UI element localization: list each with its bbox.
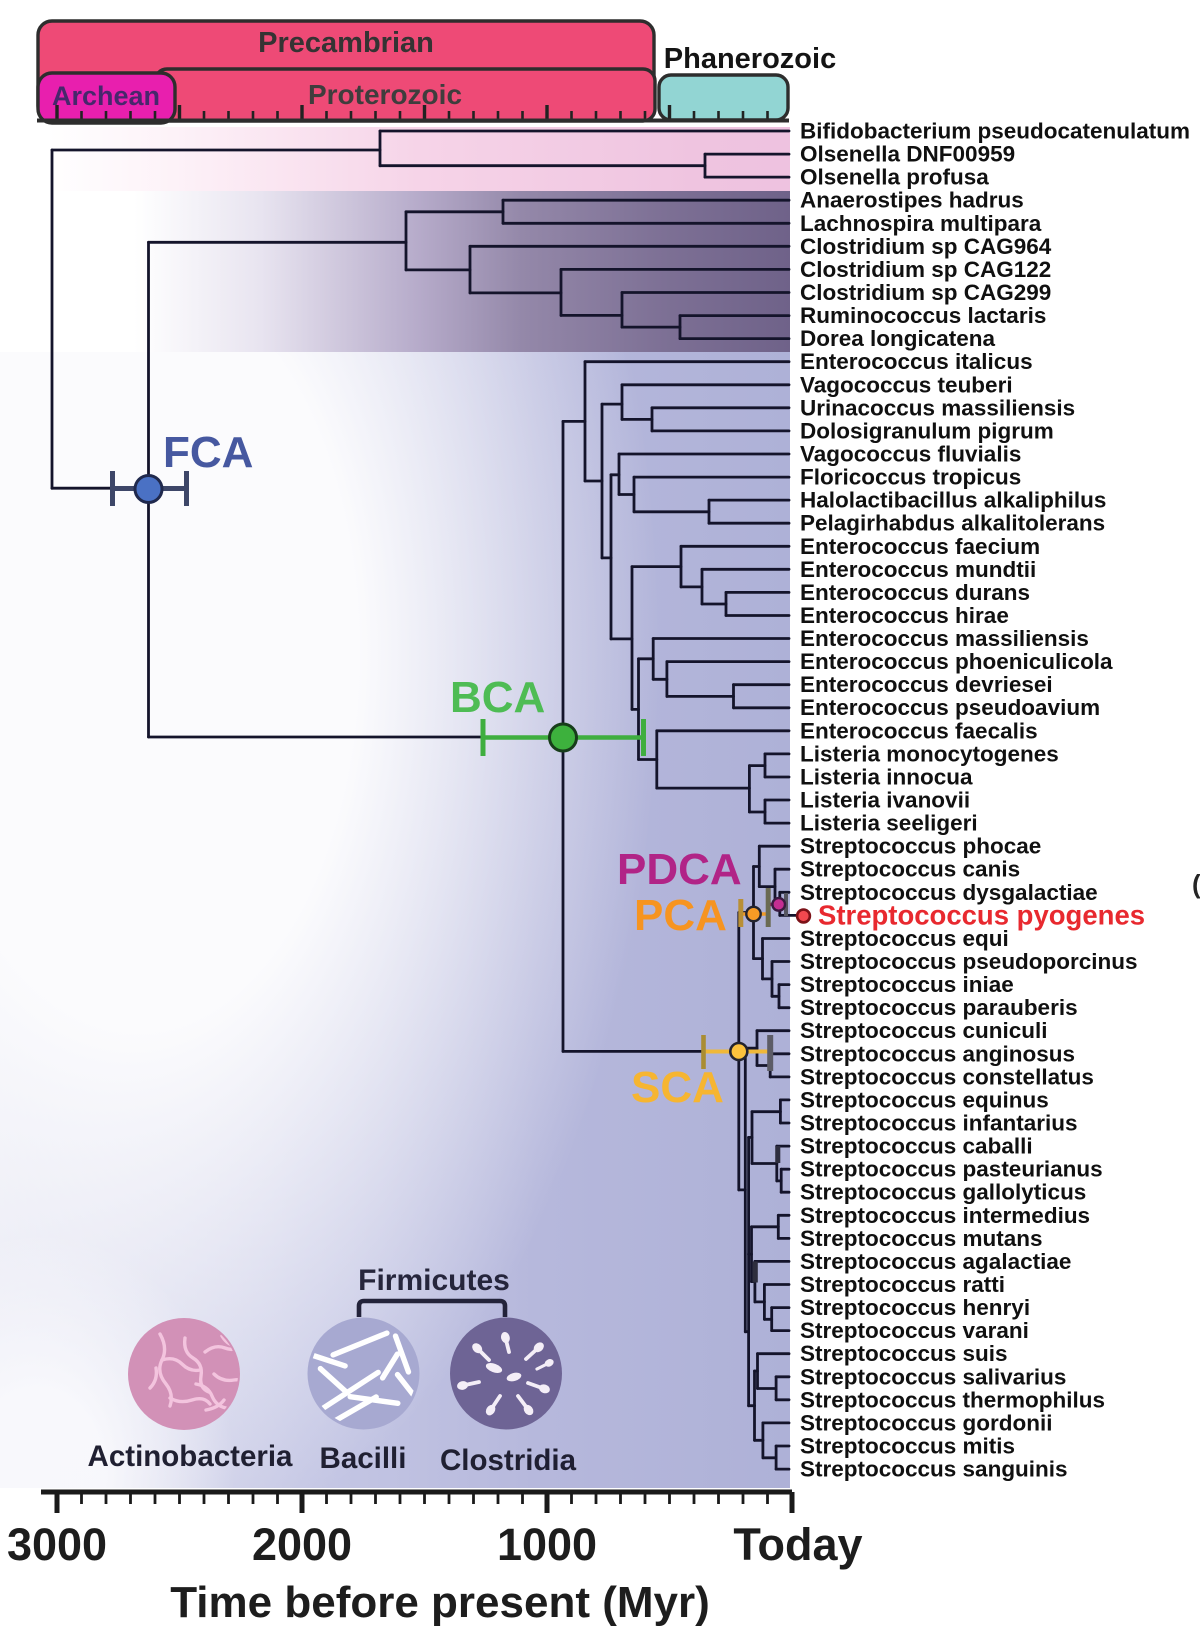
svg-text:Enterococcus mundtii: Enterococcus mundtii: [800, 557, 1036, 582]
svg-text:Olsenella profusa: Olsenella profusa: [800, 165, 989, 190]
svg-text:Lachnospira multipara: Lachnospira multipara: [800, 211, 1042, 236]
svg-text:Enterococcus massiliensis: Enterococcus massiliensis: [800, 626, 1089, 651]
svg-text:Bacilli: Bacilli: [320, 1442, 407, 1475]
svg-text:Precambrian: Precambrian: [258, 27, 434, 59]
svg-text:FCA: FCA: [163, 428, 253, 477]
svg-text:Time before present (Myr): Time before present (Myr): [170, 1578, 710, 1627]
svg-text:Streptococcus gordonii: Streptococcus gordonii: [800, 1410, 1053, 1435]
svg-text:Actinobacteria: Actinobacteria: [88, 1440, 294, 1473]
svg-text:Enterococcus faecalis: Enterococcus faecalis: [800, 718, 1038, 743]
svg-text:Streptococcus iniae: Streptococcus iniae: [800, 972, 1014, 997]
svg-text:Bifidobacterium pseudocatenula: Bifidobacterium pseudocatenulatum: [800, 119, 1190, 144]
svg-text:Streptococcus caballi: Streptococcus caballi: [800, 1134, 1033, 1159]
svg-text:Streptococcus constellatus: Streptococcus constellatus: [800, 1064, 1094, 1089]
svg-text:Dorea longicatena: Dorea longicatena: [800, 326, 996, 351]
svg-text:Urinacoccus massiliensis: Urinacoccus massiliensis: [800, 395, 1075, 420]
svg-text:Streptococcus henryi: Streptococcus henryi: [800, 1295, 1030, 1320]
svg-text:Streptococcus varani: Streptococcus varani: [800, 1318, 1029, 1343]
svg-text:Streptococcus cuniculi: Streptococcus cuniculi: [800, 1018, 1048, 1043]
svg-text:Vagococcus teuberi: Vagococcus teuberi: [800, 372, 1013, 397]
svg-text:Streptococcus salivarius: Streptococcus salivarius: [800, 1364, 1066, 1389]
svg-text:Archean: Archean: [52, 81, 160, 111]
svg-text:Pelagirhabdus alkalitolerans: Pelagirhabdus alkalitolerans: [800, 511, 1105, 536]
svg-text:Olsenella DNF00959: Olsenella DNF00959: [800, 142, 1015, 167]
svg-text:Enterococcus italicus: Enterococcus italicus: [800, 349, 1033, 374]
svg-text:Proterozoic: Proterozoic: [308, 79, 462, 110]
svg-text:Ruminococcus lactaris: Ruminococcus lactaris: [800, 303, 1046, 328]
svg-text:Streptococcus pseudoporcinus: Streptococcus pseudoporcinus: [800, 949, 1138, 974]
svg-text:Clostridia: Clostridia: [440, 1444, 577, 1477]
svg-text:Listeria ivanovii: Listeria ivanovii: [800, 788, 970, 813]
svg-text:Streptococcus equinus: Streptococcus equinus: [800, 1087, 1049, 1112]
svg-text:Listeria monocytogenes: Listeria monocytogenes: [800, 741, 1059, 766]
svg-text:Streptococcus parauberis: Streptococcus parauberis: [800, 995, 1078, 1020]
svg-text:Streptococcus mutans: Streptococcus mutans: [800, 1226, 1043, 1251]
svg-text:Enterococcus phoeniculicola: Enterococcus phoeniculicola: [800, 649, 1113, 674]
svg-text:BCA: BCA: [450, 673, 545, 722]
svg-text:Today: Today: [733, 1519, 862, 1570]
svg-text:Streptococcus agalactiae: Streptococcus agalactiae: [800, 1249, 1071, 1274]
svg-text:Clostridium sp CAG299: Clostridium sp CAG299: [800, 280, 1051, 305]
svg-text:Streptococcus thermophilus: Streptococcus thermophilus: [800, 1387, 1105, 1412]
svg-text:Phanerozoic: Phanerozoic: [664, 43, 836, 75]
svg-text:SCA: SCA: [631, 1063, 724, 1112]
svg-text:Streptococcus ratti: Streptococcus ratti: [800, 1272, 1005, 1297]
svg-text:Streptococcus phocae: Streptococcus phocae: [800, 834, 1041, 859]
svg-text:Enterococcus pseudoavium: Enterococcus pseudoavium: [800, 695, 1100, 720]
svg-text:Streptococcus intermedius: Streptococcus intermedius: [800, 1203, 1090, 1228]
svg-text:1000: 1000: [497, 1519, 597, 1570]
svg-text:Streptococcus suis: Streptococcus suis: [800, 1341, 1008, 1366]
svg-text:Streptococcus canis: Streptococcus canis: [800, 857, 1020, 882]
svg-text:Enterococcus durans: Enterococcus durans: [800, 580, 1030, 605]
svg-text:Enterococcus hirae: Enterococcus hirae: [800, 603, 1009, 628]
svg-text:Streptococcus gallolyticus: Streptococcus gallolyticus: [800, 1180, 1086, 1205]
svg-text:(: (: [1192, 869, 1200, 899]
svg-text:Dolosigranulum pigrum: Dolosigranulum pigrum: [800, 418, 1054, 443]
svg-text:Enterococcus faecium: Enterococcus faecium: [800, 534, 1040, 559]
svg-text:Firmicutes: Firmicutes: [358, 1264, 510, 1297]
svg-text:Listeria seeligeri: Listeria seeligeri: [800, 811, 978, 836]
svg-text:PDCA: PDCA: [617, 845, 742, 894]
svg-text:2000: 2000: [252, 1519, 352, 1570]
svg-text:Listeria innocua: Listeria innocua: [800, 765, 973, 790]
svg-text:Streptococcus equi: Streptococcus equi: [800, 926, 1009, 951]
svg-text:Clostridium sp CAG964: Clostridium sp CAG964: [800, 234, 1052, 259]
svg-text:Clostridium sp CAG122: Clostridium sp CAG122: [800, 257, 1051, 282]
svg-text:Floricoccus tropicus: Floricoccus tropicus: [800, 465, 1021, 490]
svg-text:Streptococcus pasteurianus: Streptococcus pasteurianus: [800, 1157, 1103, 1182]
svg-text:3000: 3000: [7, 1519, 107, 1570]
svg-text:Streptococcus mitis: Streptococcus mitis: [800, 1434, 1015, 1459]
svg-text:Streptococcus sanguinis: Streptococcus sanguinis: [800, 1457, 1068, 1482]
svg-text:Vagococcus fluvialis: Vagococcus fluvialis: [800, 442, 1021, 467]
svg-text:Enterococcus devriesei: Enterococcus devriesei: [800, 672, 1053, 697]
svg-text:Streptococcus infantarius: Streptococcus infantarius: [800, 1111, 1078, 1136]
svg-text:Halolactibacillus alkaliphilus: Halolactibacillus alkaliphilus: [800, 488, 1106, 513]
svg-text:Streptococcus dysgalactiae: Streptococcus dysgalactiae: [800, 880, 1098, 905]
svg-text:Streptococcus pyogenes: Streptococcus pyogenes: [818, 899, 1145, 930]
svg-text:Streptococcus anginosus: Streptococcus anginosus: [800, 1041, 1075, 1066]
svg-text:Anaerostipes hadrus: Anaerostipes hadrus: [800, 188, 1024, 213]
svg-text:PCA: PCA: [634, 891, 727, 940]
